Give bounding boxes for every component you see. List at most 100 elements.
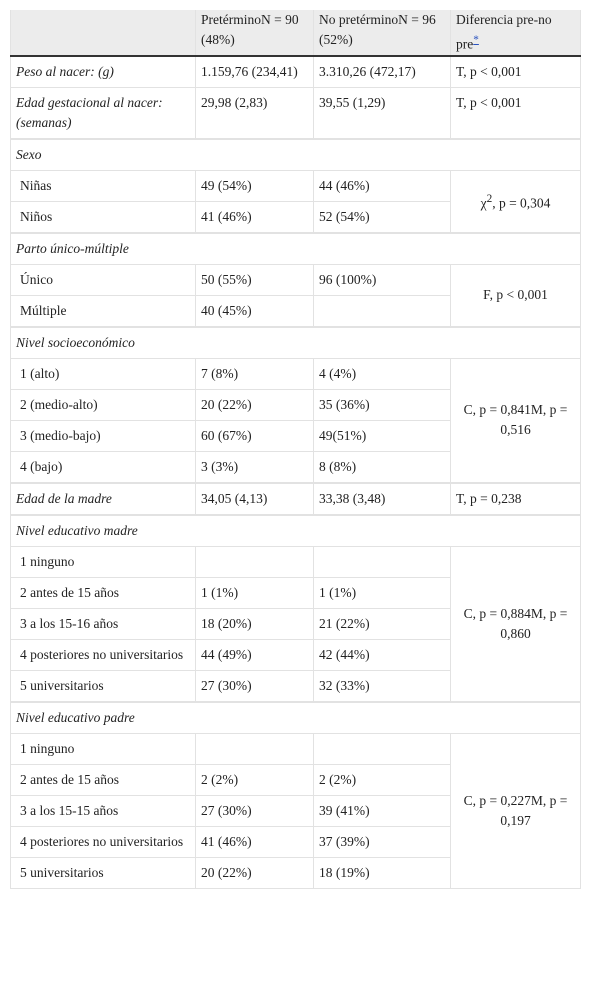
header-row: PretérminoN = 90 (48%) No pretérminoN = … [10, 10, 581, 57]
nopre-cell [313, 294, 451, 327]
nopre-cell: 3.310,26 (472,17) [313, 55, 451, 88]
data-row: Edad gestacional al nacer: (semanas) 29,9… [10, 86, 581, 139]
nopre-cell: 49(51%) [313, 419, 451, 452]
pre-cell: 18 (20%) [195, 607, 314, 640]
section-heading: Parto único-múltiple [10, 232, 581, 265]
pre-cell: 7 (8%) [195, 357, 314, 390]
test-cell: T, p < 0,001 [450, 86, 581, 139]
pre-cell: 29,98 (2,83) [195, 86, 314, 139]
row-label: Edad gestacional al nacer: (semanas) [10, 86, 196, 139]
row-label: 2 antes de 15 años [10, 763, 196, 796]
data-row: Único 50 (55%) 96 (100%) F, p < 0,001 [10, 263, 581, 327]
row-label: 2 antes de 15 años [10, 576, 196, 609]
nopre-cell: 32 (33%) [313, 669, 451, 702]
nopre-cell: 1 (1%) [313, 576, 451, 609]
pre-cell [195, 732, 314, 765]
row-label: 5 universitarios [10, 856, 196, 889]
row-label: 1 ninguno [10, 732, 196, 765]
test-cell: C, p = 0,841M, p = 0,516 [450, 357, 581, 483]
data-row: 4 posteriores no universitarios 41 (46%) 3… [10, 825, 581, 858]
pre-cell: 20 (22%) [195, 388, 314, 421]
test-cell: C, p = 0,884M, p = 0,860 [450, 545, 581, 702]
data-row: 4 posteriores no universitarios 44 (49%) 4… [10, 638, 581, 671]
data-row: 5 universitarios 27 (30%) 32 (33%) [10, 669, 581, 702]
data-row: 1 ninguno C, p = 0,227M, p = 0,197 [10, 732, 581, 889]
data-row: Peso al nacer: (g) 1.159,76 (234,41) 3.310… [10, 55, 581, 88]
section-heading-row: Parto único-múltiple [10, 232, 581, 265]
row-label: 5 universitarios [10, 669, 196, 702]
row-label: Peso al nacer: (g) [10, 55, 196, 88]
row-label: Edad de la madre [10, 482, 196, 515]
row-label: 2 (medio-alto) [10, 388, 196, 421]
nopre-cell: 52 (54%) [313, 200, 451, 233]
test-cell: χ2, p = 0,304 [450, 169, 581, 233]
pre-cell [195, 545, 314, 578]
test-cell: T, p < 0,001 [450, 55, 581, 88]
nopre-cell: 96 (100%) [313, 263, 451, 296]
pre-cell: 50 (55%) [195, 263, 314, 296]
section-heading: Nivel educativo madre [10, 514, 581, 547]
data-row: Edad de la madre 34,05 (4,13) 33,38 (3,48)… [10, 482, 581, 515]
section-heading-row: Sexo [10, 138, 581, 171]
test-cell: F, p < 0,001 [450, 263, 581, 327]
nopre-cell: 8 (8%) [313, 450, 451, 483]
pre-cell: 27 (30%) [195, 669, 314, 702]
header-cell: No pretérminoN = 96 (52%) [313, 10, 451, 57]
data-row: 3 (medio-bajo) 60 (67%) 49(51%) [10, 419, 581, 452]
nopre-cell: 37 (39%) [313, 825, 451, 858]
test-text: , p = 0,304 [492, 195, 551, 211]
test-sup: 2 [486, 192, 493, 205]
header-cell: Diferencia pre-no pre* [450, 10, 581, 57]
data-row: 1 ninguno C, p = 0,884M, p = 0,860 [10, 545, 581, 702]
nopre-cell: 42 (44%) [313, 638, 451, 671]
nopre-cell: 44 (46%) [313, 169, 451, 202]
nopre-cell [313, 732, 451, 765]
pre-cell: 44 (49%) [195, 638, 314, 671]
nopre-cell: 39 (41%) [313, 794, 451, 827]
data-row: 5 universitarios 20 (22%) 18 (19%) [10, 856, 581, 889]
section-heading-row: Nivel educativo padre [10, 701, 581, 734]
nopre-cell: 21 (22%) [313, 607, 451, 640]
row-label: Niñas [10, 169, 196, 202]
nopre-cell [313, 545, 451, 578]
footnote-link[interactable]: * [473, 34, 479, 46]
pre-cell: 27 (30%) [195, 794, 314, 827]
row-label: 1 (alto) [10, 357, 196, 390]
pre-cell: 60 (67%) [195, 419, 314, 452]
row-label: 1 ninguno [10, 545, 196, 578]
header-cell: PretérminoN = 90 (48%) [195, 10, 314, 57]
nopre-cell: 35 (36%) [313, 388, 451, 421]
row-label: 3 a los 15-16 años [10, 607, 196, 640]
section-heading: Sexo [10, 138, 581, 171]
data-row: 2 antes de 15 años 1 (1%) 1 (1%) [10, 576, 581, 609]
header-cell [10, 10, 196, 57]
section-heading: Nivel educativo padre [10, 701, 581, 734]
nopre-cell: 39,55 (1,29) [313, 86, 451, 139]
row-label: Único [10, 263, 196, 296]
row-label: 3 a los 15-15 años [10, 794, 196, 827]
pre-cell: 41 (46%) [195, 200, 314, 233]
test-cell: C, p = 0,227M, p = 0,197 [450, 732, 581, 889]
pre-cell: 3 (3%) [195, 450, 314, 483]
data-row: 3 a los 15-16 años 18 (20%) 21 (22%) [10, 607, 581, 640]
row-label: 4 posteriores no universitarios [10, 638, 196, 671]
table-body: Peso al nacer: (g) 1.159,76 (234,41) 3.310… [10, 55, 581, 889]
nopre-cell: 2 (2%) [313, 763, 451, 796]
data-row: Niñas 49 (54%) 44 (46%) χ2, p = 0,304 [10, 169, 581, 233]
pre-cell: 2 (2%) [195, 763, 314, 796]
nopre-cell: 33,38 (3,48) [313, 482, 451, 515]
row-label: 3 (medio-bajo) [10, 419, 196, 452]
data-row: Niños 41 (46%) 52 (54%) [10, 200, 581, 233]
pre-cell: 20 (22%) [195, 856, 314, 889]
test-cell: T, p = 0,238 [450, 482, 581, 515]
row-label: Niños [10, 200, 196, 233]
data-table: PretérminoN = 90 (48%) No pretérminoN = … [10, 10, 581, 889]
row-label: Múltiple [10, 294, 196, 327]
row-label: 4 posteriores no universitarios [10, 825, 196, 858]
pre-cell: 41 (46%) [195, 825, 314, 858]
section-heading-row: Nivel educativo madre [10, 514, 581, 547]
header-text: Diferencia pre-no pre [456, 12, 552, 52]
test-symbol: χ [480, 195, 487, 211]
section-heading-row: Nivel socioeconómico [10, 326, 581, 359]
